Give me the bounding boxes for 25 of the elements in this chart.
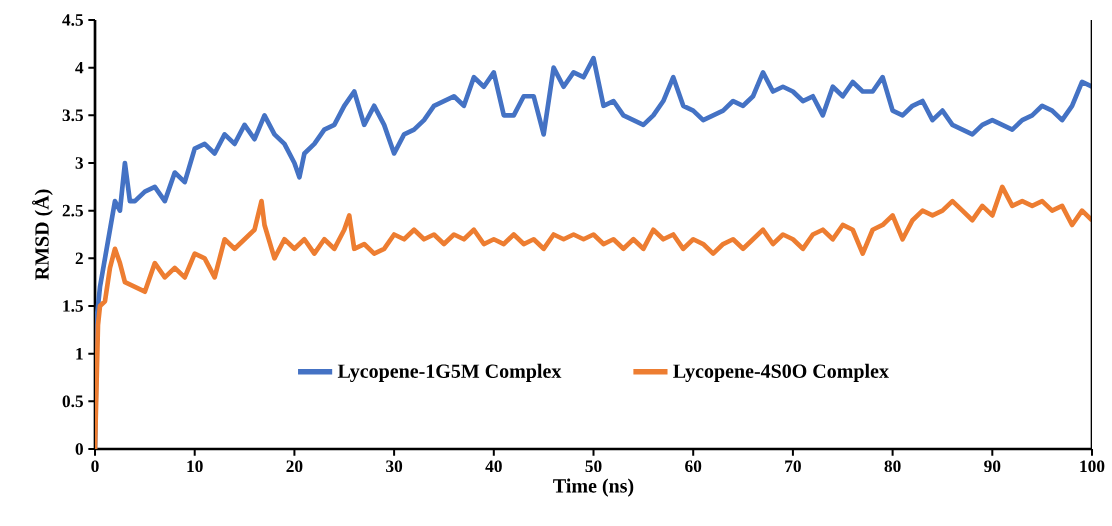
- y-tick-label: 3.5: [62, 109, 83, 122]
- x-axis-title: Time (ns): [553, 478, 634, 497]
- y-tick-label: 0.5: [62, 395, 83, 408]
- x-tick-label: 0: [91, 460, 99, 473]
- x-tick-label: 70: [785, 460, 801, 473]
- legend-label: Lycopene-1G5M Complex: [337, 363, 562, 383]
- x-tick-label: 10: [187, 460, 203, 473]
- x-tick-label: 60: [685, 460, 702, 473]
- y-tick-label: 3: [75, 157, 84, 169]
- y-tick-label: 1: [76, 347, 83, 360]
- x-tick-label: 40: [485, 460, 502, 473]
- y-tick-label: 4.5: [62, 14, 83, 26]
- y-tick-label: 4: [75, 61, 84, 74]
- x-tick-label: 90: [984, 460, 1001, 473]
- x-tick-label: 80: [884, 460, 901, 473]
- legend-label: Lycopene-4S0O Complex: [673, 363, 889, 383]
- y-tick-label: 2: [75, 252, 83, 265]
- x-tick-label: 30: [386, 460, 403, 473]
- x-tick-label: 20: [286, 460, 303, 473]
- y-axis-title: RMSD (Å): [32, 189, 53, 280]
- y-tick-label: 1.5: [63, 300, 83, 312]
- x-tick-label: 50: [585, 460, 602, 473]
- x-tick-label: 100: [1080, 460, 1105, 473]
- y-tick-label: 2.5: [62, 204, 83, 217]
- y-tick-label: 0: [75, 443, 83, 455]
